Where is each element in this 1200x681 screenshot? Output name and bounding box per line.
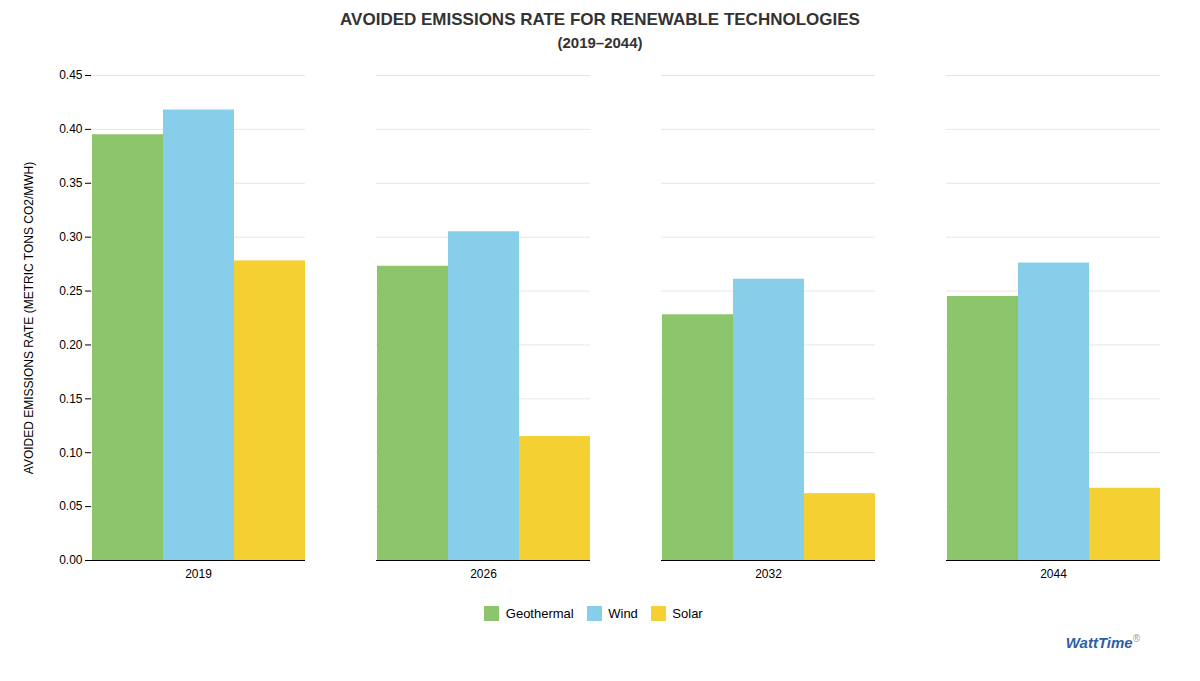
html-text:WattTime®: WattTime®	[1065, 632, 1140, 651]
svg-text:2026: 2026	[470, 567, 497, 581]
svg-text:2032: 2032	[755, 567, 782, 581]
html-text:Wind: Wind	[608, 606, 638, 621]
svg-text:0.25: 0.25	[59, 284, 83, 298]
html-text:(2019–2044): (2019–2044)	[557, 34, 643, 51]
svg-text:AVOIDED EMISSIONS RATE (METRIC: AVOIDED EMISSIONS RATE (METRIC TONS CO2/…	[22, 162, 36, 474]
svg-text:0.45: 0.45	[59, 68, 83, 82]
svg-text:0.00: 0.00	[59, 553, 83, 567]
svg-text:0.40: 0.40	[59, 122, 83, 136]
svg-text:2019: 2019	[185, 567, 212, 581]
svg-text:0.30: 0.30	[59, 230, 83, 244]
svg-text:0.05: 0.05	[59, 499, 83, 513]
svg-text:0.15: 0.15	[59, 392, 83, 406]
svg-text:0.20: 0.20	[59, 338, 83, 352]
svg-text:2044: 2044	[1040, 567, 1067, 581]
svg-text:0.10: 0.10	[59, 446, 83, 460]
html-text:AVOIDED EMISSIONS RATE FOR REN: AVOIDED EMISSIONS RATE FOR RENEWABLE TEC…	[340, 10, 860, 29]
html-text:Geothermal: Geothermal	[505, 606, 574, 621]
html-text:Solar: Solar	[672, 606, 703, 621]
svg-text:0.35: 0.35	[59, 176, 83, 190]
